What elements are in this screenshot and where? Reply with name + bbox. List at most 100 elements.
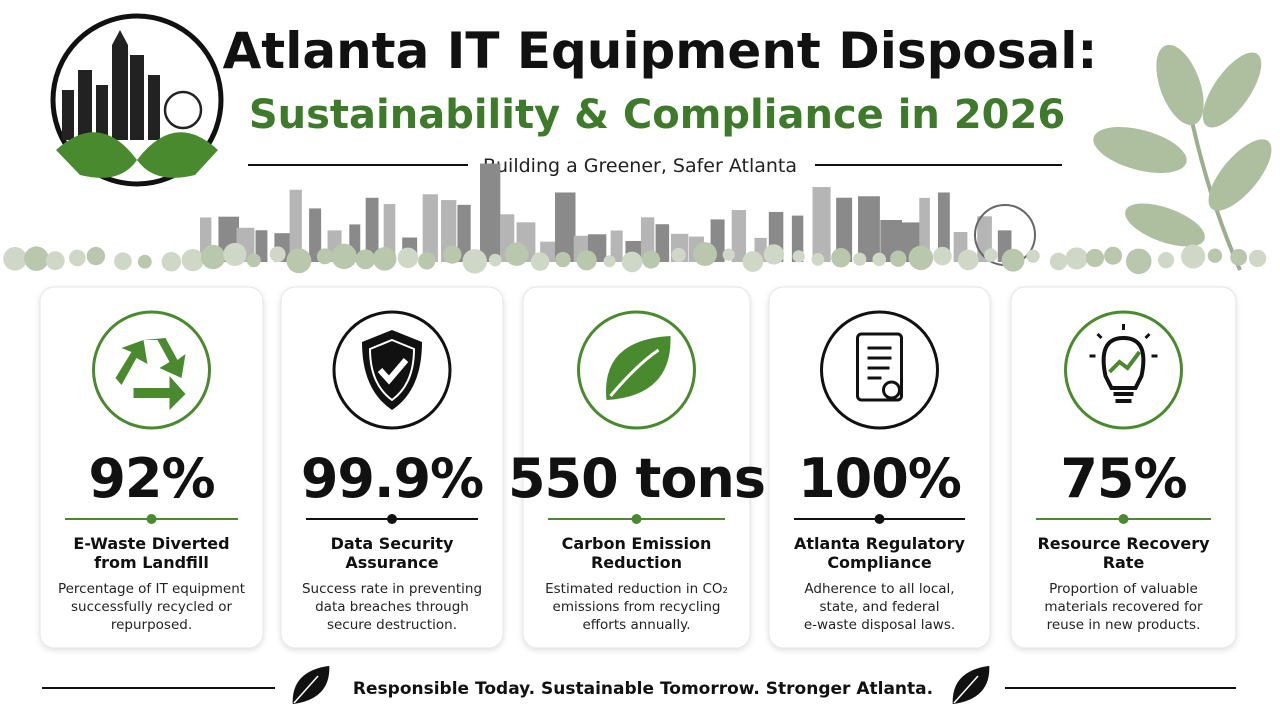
tree — [603, 255, 616, 268]
divider-dot — [146, 514, 157, 524]
tree — [1085, 248, 1105, 268]
building — [791, 215, 804, 262]
tree — [1026, 249, 1040, 263]
building — [919, 197, 930, 262]
tree — [137, 254, 152, 269]
card-title: Reduction — [591, 553, 682, 572]
card-description: state, and federal — [820, 599, 940, 615]
tree — [984, 248, 998, 262]
tree — [621, 251, 643, 273]
tree — [45, 251, 65, 271]
slogan: Responsible Today. Sustainable Tomorrow.… — [353, 679, 933, 699]
tree — [86, 246, 106, 266]
building — [383, 204, 396, 262]
tree — [418, 252, 436, 270]
tree — [890, 250, 907, 267]
stat-value: 92% — [88, 447, 214, 510]
tree — [372, 247, 397, 271]
card-title: Atlanta Regulatory — [794, 534, 966, 553]
card-description: Adherence to all local, — [804, 581, 954, 597]
tree — [181, 249, 204, 272]
tree — [397, 247, 419, 269]
logo — [50, 13, 224, 187]
tree — [114, 252, 132, 270]
card-description: data breaches through — [315, 599, 469, 615]
icon-ring — [1064, 310, 1183, 430]
icon — [115, 338, 186, 410]
tree — [462, 249, 487, 274]
building — [200, 217, 212, 262]
card-title: Compliance — [827, 553, 932, 572]
card-title: Resource Recovery — [1037, 534, 1210, 553]
tree — [286, 248, 312, 274]
card-description: Percentage of IT equipment — [58, 581, 245, 597]
tree — [1207, 248, 1223, 263]
building — [422, 194, 438, 262]
building — [610, 230, 623, 262]
building — [655, 224, 670, 262]
divider-dot — [1118, 514, 1129, 524]
tree — [1181, 244, 1206, 269]
card-title: Data Security — [331, 534, 454, 553]
building — [812, 187, 831, 262]
building — [349, 224, 361, 262]
tagline: Building a Greener, Safer Atlanta — [483, 155, 797, 177]
tree — [693, 242, 717, 266]
tree — [269, 246, 286, 263]
tree — [504, 242, 529, 266]
tree — [24, 246, 49, 271]
building — [858, 196, 880, 262]
card-description: Success rate in preventing — [302, 581, 482, 597]
tree — [831, 248, 851, 268]
icon-ring — [92, 310, 211, 430]
card-description: repurposed. — [111, 617, 192, 633]
leaf-icon — [291, 664, 331, 706]
divider-dot — [631, 514, 642, 524]
card-description: e-waste disposal laws. — [804, 617, 955, 633]
tree — [3, 247, 27, 271]
divider-dot — [874, 514, 885, 524]
tree — [671, 247, 686, 263]
tree — [811, 252, 825, 266]
tree — [933, 246, 952, 266]
stat-value: 75% — [1060, 447, 1186, 510]
tree — [1125, 248, 1152, 275]
building — [555, 192, 576, 262]
tree — [957, 249, 979, 271]
leaf-icon — [951, 664, 991, 706]
tree — [1065, 247, 1088, 270]
card-description: materials recovered for — [1044, 599, 1203, 615]
card-title: Assurance — [345, 553, 438, 572]
card-title: Carbon Emission — [562, 534, 712, 553]
icon — [1089, 324, 1158, 403]
building — [731, 210, 747, 262]
stat-value: 100% — [798, 447, 961, 510]
building — [309, 208, 322, 262]
skyline — [3, 163, 1267, 275]
tree — [792, 250, 805, 263]
tree — [1049, 252, 1068, 271]
tree — [555, 251, 571, 268]
tree — [1104, 246, 1123, 265]
tree — [1248, 249, 1267, 268]
plant-decoration — [1093, 44, 1272, 271]
building — [365, 197, 379, 262]
tree — [223, 242, 247, 267]
tree — [443, 245, 462, 264]
tree — [763, 244, 785, 265]
tree — [1230, 248, 1248, 266]
tree — [641, 250, 661, 269]
tree — [908, 245, 934, 271]
tree — [576, 250, 597, 271]
tree — [200, 244, 226, 270]
tree — [161, 252, 182, 272]
tree — [355, 249, 376, 270]
building — [836, 197, 853, 262]
building — [480, 163, 501, 262]
building — [255, 230, 268, 262]
subtitle: Sustainability & Compliance in 2026 — [249, 92, 1065, 138]
